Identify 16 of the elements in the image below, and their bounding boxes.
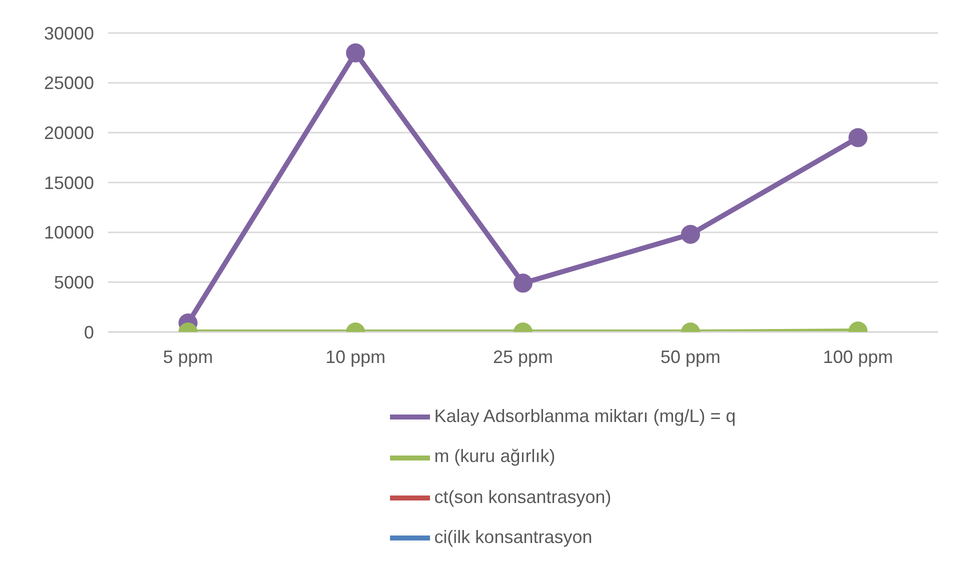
y-tick-label: 30000 bbox=[44, 23, 94, 44]
y-tick-label: 10000 bbox=[44, 222, 94, 243]
x-tick-label: 25 ppm bbox=[492, 346, 554, 367]
y-tick-label: 15000 bbox=[44, 172, 94, 193]
x-tick-label: 5 ppm bbox=[162, 346, 214, 367]
legend-label: ct(son konsantrasyon) bbox=[434, 486, 612, 506]
legend-label: ci(ilk konsantrasyon bbox=[434, 526, 592, 547]
y-tick-label: 20000 bbox=[44, 123, 94, 144]
x-tick-label: 10 ppm bbox=[325, 346, 386, 367]
x-tick-label: 50 ppm bbox=[660, 346, 721, 367]
legend-label: m (kuru ağırlık) bbox=[434, 446, 556, 466]
y-tick-label: 5000 bbox=[54, 272, 94, 293]
y-tick-label: 0 bbox=[84, 322, 94, 342]
legend-label: Kalay Adsorblanma miktarı (mg/L) = q bbox=[434, 406, 736, 426]
y-tick-label: 25000 bbox=[44, 73, 94, 94]
x-tick-label: 100 ppm bbox=[822, 346, 894, 367]
